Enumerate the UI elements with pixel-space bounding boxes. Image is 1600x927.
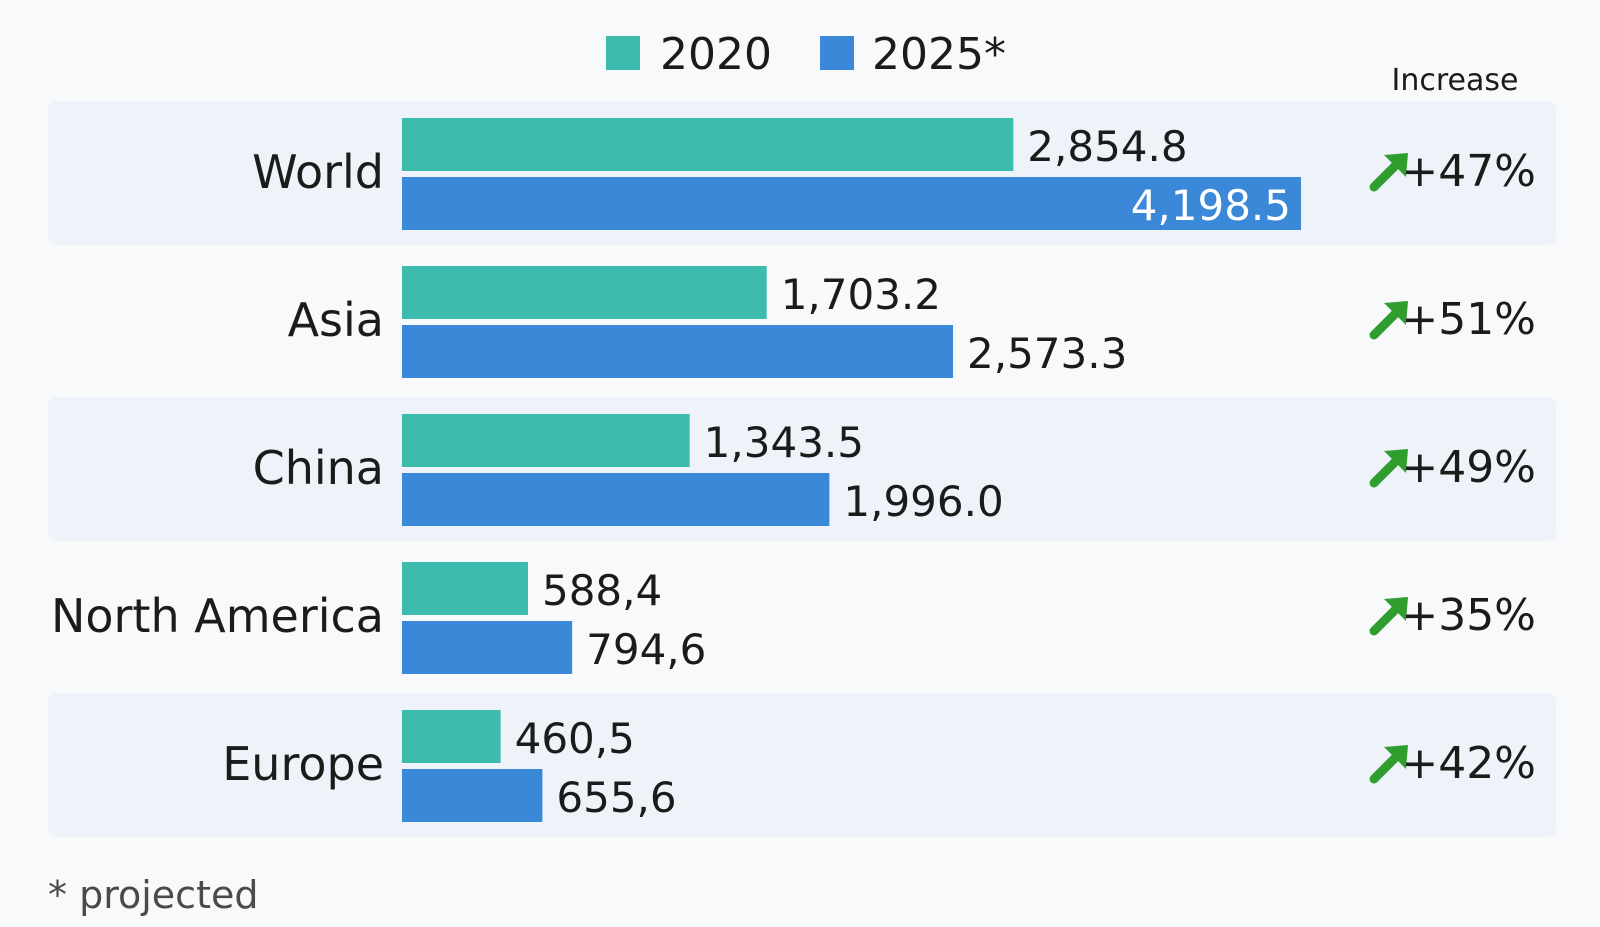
value-label-2025: 655,6 (556, 773, 676, 822)
footnote: * projected (48, 873, 258, 917)
category-label: Asia (288, 293, 384, 347)
bar-2025 (402, 621, 573, 674)
row-north-america: North America 588,4 794,6 +35% (51, 562, 1536, 674)
chart-rows: World 2,854.8 4,198.5 +47% Asia 1,703.2 2,573.… (51, 118, 1536, 822)
value-label-2025: 794,6 (586, 625, 706, 674)
category-label: World (252, 145, 384, 199)
legend-swatch-2025 (820, 36, 854, 70)
value-label-2020: 460,5 (515, 714, 635, 763)
legend-label-2020: 2020 (660, 29, 772, 80)
category-label: North America (51, 589, 384, 643)
bar-2020 (402, 414, 690, 467)
category-label: Europe (222, 737, 384, 791)
increase-label: +42% (1401, 738, 1536, 789)
value-label-2025: 4,198.5 (1131, 181, 1291, 230)
value-label-2020: 1,703.2 (781, 270, 941, 319)
legend: 2020 2025* (606, 29, 1006, 80)
bar-2025 (402, 473, 830, 526)
bar-2025 (402, 325, 954, 378)
arrow-up-right-icon (1369, 745, 1408, 784)
value-label-2020: 1,343.5 (704, 418, 864, 467)
row-asia: Asia 1,703.2 2,573.3 +51% (288, 266, 1536, 378)
row-china: China 1,343.5 1,996.0 +49% (253, 414, 1536, 526)
row-world: World 2,854.8 4,198.5 +47% (252, 118, 1536, 230)
arrow-up-right-icon (1369, 449, 1408, 488)
arrow-up-right-icon (1369, 153, 1408, 192)
value-label-2025: 1,996.0 (843, 477, 1003, 526)
increase-label: +49% (1401, 442, 1536, 493)
bar-2020 (402, 266, 767, 319)
legend-label-2025: 2025* (872, 29, 1006, 80)
arrow-up-right-icon (1369, 301, 1408, 340)
increase-label: +35% (1401, 590, 1536, 641)
arrow-up-right-icon (1369, 597, 1408, 636)
bar-2020 (402, 118, 1014, 171)
category-label: China (253, 441, 384, 495)
increase-label: +47% (1401, 146, 1536, 197)
increase-header: Increase (1392, 63, 1519, 98)
increase-label: +51% (1401, 294, 1536, 345)
value-label-2020: 2,854.8 (1027, 122, 1187, 171)
bar-2025 (402, 769, 543, 822)
row-europe: Europe 460,5 655,6 +42% (222, 710, 1536, 822)
bar-2020 (402, 562, 528, 615)
value-label-2025: 2,573.3 (967, 329, 1127, 378)
bar-2025 (402, 177, 1301, 230)
legend-swatch-2020 (606, 36, 640, 70)
bar-2020 (402, 710, 501, 763)
value-label-2020: 588,4 (542, 566, 662, 615)
